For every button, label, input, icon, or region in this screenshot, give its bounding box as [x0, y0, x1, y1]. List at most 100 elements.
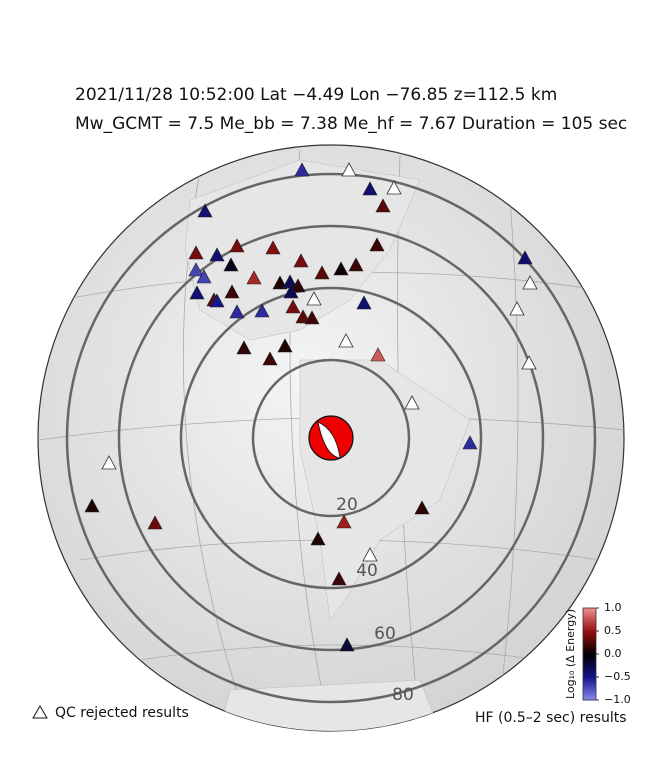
station: [356, 295, 372, 310]
rejected-station: [521, 355, 537, 370]
legend-label: QC rejected results: [55, 705, 189, 721]
colorbar-cell: [583, 652, 596, 655]
colorbar-cell: [583, 648, 596, 651]
colorbar-cell: [583, 674, 596, 677]
station: [265, 240, 281, 255]
colorbar-cell: [583, 688, 596, 691]
station: [188, 262, 204, 277]
station: [339, 637, 355, 652]
land: [184, 159, 471, 731]
station: [290, 278, 306, 293]
colorbar-cell: [583, 682, 596, 685]
station: [462, 435, 478, 450]
header-line: 2021/11/28 10:52:00 Lat −4.49 Lon −76.85…: [75, 85, 557, 105]
legend-label: HF (0.5–2 sec) results: [475, 710, 627, 726]
station: [254, 303, 270, 318]
station: [294, 162, 310, 177]
colorbar-cell: [583, 690, 596, 693]
station: [188, 245, 204, 260]
station: [369, 237, 385, 252]
colorbar-cell: [583, 678, 596, 681]
station: [189, 285, 205, 300]
station: [283, 284, 299, 299]
colorbar-cell: [583, 610, 596, 613]
rejected-station: [341, 162, 357, 177]
colorbar-cell: [583, 618, 596, 621]
station: [223, 257, 239, 272]
ring-label: 60: [374, 624, 396, 644]
station: [196, 269, 212, 284]
colorbar-cell: [583, 696, 596, 699]
station: [277, 338, 293, 353]
colorbar: 1.0 0.5 0.0 −0.5 −1.0: [582, 601, 631, 706]
colorbar-title: Log₁₀ (Δ Energy): [564, 609, 577, 699]
colorbar-cell: [583, 636, 596, 639]
colorbar-cell: [583, 630, 596, 633]
colorbar-cell: [583, 656, 596, 659]
station: [147, 515, 163, 530]
colorbar-cell: [583, 642, 596, 645]
stations: [84, 162, 538, 652]
station: [362, 181, 378, 196]
colorbar-cell: [583, 638, 596, 641]
rejected-station: [522, 275, 538, 290]
colorbar-cell: [583, 698, 596, 701]
colorbar-tick-label: −0.5: [604, 670, 631, 683]
station: [272, 275, 288, 290]
rejected-station: [509, 301, 525, 316]
colorbar-cell: [583, 664, 596, 667]
colorbar-cell: [583, 668, 596, 671]
rejected-station: [404, 395, 420, 410]
colorbar-cell: [583, 634, 596, 637]
colorbar-cell: [583, 616, 596, 619]
station: [224, 284, 240, 299]
colorbar-cell: [583, 694, 596, 697]
colorbar-cell: [583, 632, 596, 635]
station: [285, 299, 301, 314]
legend-symbol: [32, 705, 48, 719]
station: [348, 257, 364, 272]
colorbar-cell: [583, 620, 596, 623]
ring-label: 80: [392, 685, 414, 705]
station: [197, 203, 213, 218]
station: [517, 250, 533, 265]
colorbar-cell: [583, 662, 596, 665]
station: [304, 310, 320, 325]
station: [370, 347, 386, 362]
ring-label: 40: [356, 561, 378, 581]
colorbar-cell: [583, 608, 596, 611]
colorbar-cell: [583, 654, 596, 657]
beachball: [308, 415, 354, 461]
rejected-station: [101, 455, 117, 470]
colorbar-cell: [583, 614, 596, 617]
colorbar-cell: [583, 660, 596, 663]
station: [229, 238, 245, 253]
station: [333, 261, 349, 276]
colorbar-cell: [583, 644, 596, 647]
colorbar-cell: [583, 686, 596, 689]
colorbar-tick-label: −1.0: [604, 693, 631, 706]
colorbar-cell: [583, 684, 596, 687]
colorbar-cell: [583, 666, 596, 669]
colorbar-cell: [583, 646, 596, 649]
station: [310, 531, 326, 546]
colorbar-tick-label: 0.0: [604, 647, 622, 660]
station: [314, 265, 330, 280]
station: [295, 309, 311, 324]
colorbar-cell: [583, 676, 596, 679]
station: [331, 571, 347, 586]
colorbar-cell: [583, 640, 596, 643]
colorbar-cell: [583, 650, 596, 653]
colorbar-cell: [583, 692, 596, 695]
station: [414, 500, 430, 515]
rejected-station: [338, 333, 354, 348]
colorbar-tick-label: 0.5: [604, 624, 622, 637]
station: [209, 293, 225, 308]
station: [229, 304, 245, 319]
station: [262, 351, 278, 366]
station: [336, 514, 352, 529]
rejected-station: [306, 291, 322, 306]
colorbar-cell: [583, 628, 596, 631]
rejected-station: [362, 547, 378, 562]
station: [375, 198, 391, 213]
